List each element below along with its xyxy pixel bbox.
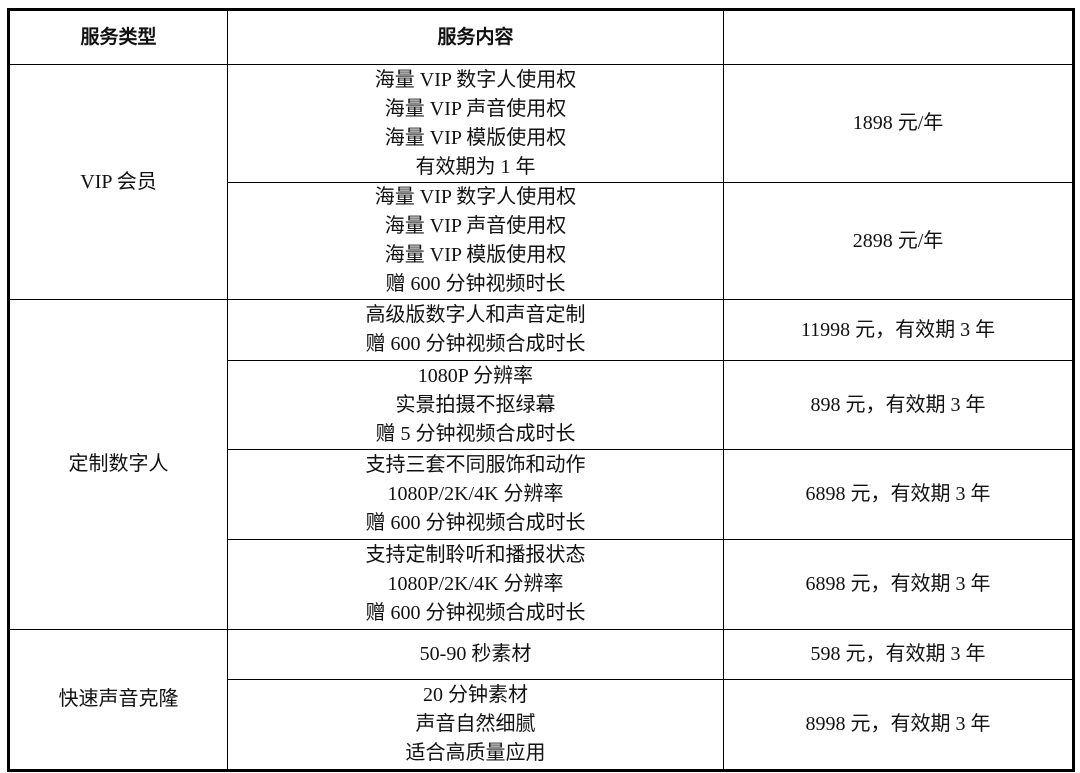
content-line: 海量 VIP 模版使用权: [384, 244, 567, 266]
price-cell: 11998 元，有效期 3 年: [723, 299, 1074, 361]
content-line: 50-90 秒素材: [419, 643, 532, 665]
header-service-content: 服务内容: [227, 9, 724, 65]
price-cell: 898 元，有效期 3 年: [723, 360, 1074, 450]
content-line: 20 分钟素材: [423, 684, 528, 706]
header-price: [723, 9, 1074, 65]
price-cell: 1898 元/年: [723, 64, 1074, 183]
content-line: 1080P/2K/4K 分辨率: [387, 483, 564, 505]
content-line: 海量 VIP 声音使用权: [384, 215, 567, 237]
table-row: 海量 VIP 数字人使用权 海量 VIP 声音使用权 海量 VIP 模版使用权赠 6…: [9, 182, 1074, 300]
table-row: 定制数字人 高级版数字人和声音定制赠 600 分钟视频合成时长 11998 元，有效…: [8, 299, 1074, 630]
table-row: 支持三套不同服饰和动作 1080P/2K/4K 分辨率赠 600 分钟视频合成时长…: [9, 449, 1074, 540]
content-line: 赠 5 分钟视频合成时长: [375, 422, 576, 445]
table-row: 1080P 分辨率 实景拍摄不抠绿幕赠 5 分钟视频合成时长 898 元，有效期 3…: [9, 360, 1074, 450]
content-line: 支持三套不同服饰和动作: [365, 454, 586, 476]
content-line: 海量 VIP 声音使用权: [384, 97, 567, 120]
header-service-type: 服务类型: [8, 9, 228, 65]
table-row: VIP 会员 海量 VIP 数字人使用权 海量 VIP 声音使用权 海量 VIP 模版…: [8, 64, 1074, 300]
content-line: 海量 VIP 模版使用权: [384, 126, 567, 149]
service-pricing-table: 服务类型 服务内容 VIP 会员 海量 VIP 数字人使用权 海量 VIP 声音使用…: [7, 8, 1075, 772]
price-cell: 6898 元，有效期 3 年: [723, 539, 1074, 630]
price-cell: 598 元，有效期 3 年: [723, 629, 1074, 680]
service-content-cell: 高级版数字人和声音定制赠 600 分钟视频合成时长: [227, 299, 724, 361]
header-row: 服务类型 服务内容: [8, 9, 1074, 65]
service-type-cell: VIP 会员: [8, 64, 228, 300]
service-type-cell: 定制数字人: [8, 299, 228, 630]
content-line: 1080P/2K/4K 分辨率: [387, 573, 564, 595]
service-content-cell: 1080P 分辨率 实景拍摄不抠绿幕赠 5 分钟视频合成时长: [227, 360, 724, 450]
content-line: 赠 600 分钟视频合成时长: [365, 333, 586, 355]
content-line: 赠 600 分钟视频合成时长: [365, 602, 586, 624]
content-line: 海量 VIP 数字人使用权: [374, 186, 577, 208]
content-line: 高级版数字人和声音定制: [365, 304, 586, 326]
content-line: 支持定制聆听和播报状态: [365, 544, 586, 566]
table-row: 支持定制聆听和播报状态 1080P/2K/4K 分辨率赠 600 分钟视频合成时长…: [9, 539, 1074, 630]
table-row: 20 分钟素材 声音自然细腻 适合高质量应用 8998 元，有效期 3 年: [9, 679, 1074, 771]
table-row: 快速声音克隆 50-90 秒素材 598 元，有效期 3 年: [8, 629, 1074, 771]
service-content-cell: 支持定制聆听和播报状态 1080P/2K/4K 分辨率赠 600 分钟视频合成时长: [227, 539, 724, 630]
price-cell: 8998 元，有效期 3 年: [723, 679, 1074, 771]
service-content-cell: 20 分钟素材 声音自然细腻 适合高质量应用: [227, 679, 724, 771]
service-content-cell: 50-90 秒素材: [227, 629, 724, 680]
content-line: 声音自然细腻: [415, 713, 536, 735]
content-line: 赠 600 分钟视频合成时长: [365, 512, 586, 534]
content-line: 适合高质量应用: [405, 742, 546, 764]
content-line: 实景拍摄不抠绿幕: [395, 393, 556, 416]
service-content-cell: 海量 VIP 数字人使用权 海量 VIP 声音使用权 海量 VIP 模版使用权 有效期…: [227, 64, 724, 183]
price-cell: 6898 元，有效期 3 年: [723, 449, 1074, 540]
service-content-cell: 海量 VIP 数字人使用权 海量 VIP 声音使用权 海量 VIP 模版使用权赠 6…: [227, 182, 724, 300]
content-line: 1080P 分辨率: [417, 364, 534, 387]
service-content-cell: 支持三套不同服饰和动作 1080P/2K/4K 分辨率赠 600 分钟视频合成时长: [227, 449, 724, 540]
content-line: 海量 VIP 数字人使用权: [374, 68, 577, 91]
price-cell: 2898 元/年: [723, 182, 1074, 300]
content-line: 赠 600 分钟视频时长: [385, 273, 566, 295]
content-line: 有效期为 1 年: [415, 155, 536, 178]
service-type-cell: 快速声音克隆: [8, 629, 228, 771]
